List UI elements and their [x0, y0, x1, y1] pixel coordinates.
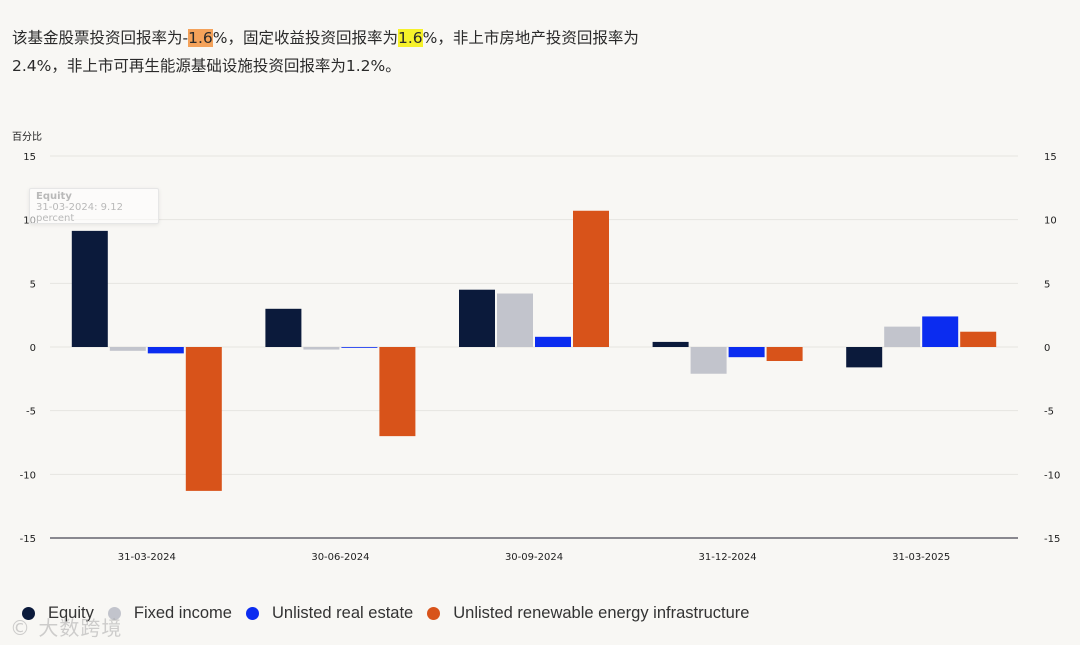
bar [147, 347, 184, 354]
y-tick-label-right: -10 [1044, 470, 1060, 481]
legend-label: Unlisted real estate [271, 604, 414, 622]
bar-chart: 151510105500-5-5-10-10-15-1531-03-202430… [20, 152, 1061, 560]
bar [109, 347, 146, 351]
bar [573, 210, 609, 347]
bar [497, 293, 533, 347]
legend-dot-icon [427, 607, 441, 620]
y-tick-label-left: 15 [23, 152, 36, 163]
bar [535, 336, 571, 347]
bar [884, 326, 921, 347]
bar [459, 289, 495, 347]
tooltip-text: 31-03-2024: 9.12 percent [36, 202, 123, 224]
watermark: © 大数跨境 [10, 616, 123, 640]
legend-dot-icon [245, 607, 259, 620]
legend-dot-icon [107, 607, 121, 620]
y-tick-label-right: 15 [1044, 152, 1057, 163]
legend-item-fixed-income[interactable]: Fixed income [107, 604, 232, 623]
bar [690, 347, 727, 374]
x-tick-label: 31-03-2025 [892, 552, 950, 560]
x-tick-label: 31-12-2024 [699, 552, 757, 560]
bar [341, 347, 378, 348]
y-tick-label-left: 0 [30, 343, 36, 354]
y-tick-label-right: 10 [1044, 216, 1057, 227]
bar [71, 230, 108, 347]
bar [265, 308, 302, 347]
bar [303, 347, 340, 350]
y-tick-label-left: 5 [30, 279, 36, 290]
chart-legend: Equity Fixed income Unlisted real estate… [22, 604, 763, 623]
legend-label: Fixed income [133, 604, 232, 622]
x-tick-label: 30-09-2024 [505, 552, 563, 560]
bar [766, 347, 803, 362]
legend-item-unlisted-real-estate[interactable]: Unlisted real estate [245, 604, 414, 623]
bar [846, 347, 883, 368]
chart-tooltip: Equity 31-03-2024: 9.12 percent [29, 188, 159, 224]
y-tick-label-right: -15 [1044, 534, 1060, 545]
bar [960, 331, 997, 347]
y-tick-label-left: -5 [26, 407, 36, 418]
x-tick-label: 30-06-2024 [311, 552, 369, 560]
y-tick-label-left: -15 [20, 534, 36, 545]
legend-item-equity[interactable]: Equity [22, 604, 94, 623]
bar [728, 347, 765, 358]
y-axis-unit-label: 百分比 [12, 132, 42, 143]
y-tick-label-right: 5 [1044, 279, 1050, 290]
legend-label: Unlisted renewable energy infrastructure [453, 604, 750, 622]
tooltip-title: Equity [36, 191, 72, 202]
bar [185, 347, 222, 491]
legend-label: Equity [48, 604, 94, 622]
summary-part2: %，固定收益投资回报率为 [212, 29, 398, 47]
highlight-fixed-income-value: 1.6 [398, 29, 423, 47]
summary-text: 该基金股票投资回报率为-1.6%，固定收益投资回报率为1.6%，非上市房地产投资… [12, 24, 672, 80]
x-tick-label: 31-03-2024 [118, 552, 176, 560]
bar [652, 341, 689, 347]
highlight-equity-value: 1.6 [188, 29, 213, 47]
legend-dot-icon [22, 607, 35, 620]
legend-item-unlisted-renewable[interactable]: Unlisted renewable energy infrastructure [427, 604, 749, 623]
summary-part3: %，非上市房地产投资回报率为2.4%，非上市可再生能源基础设施投资回报率为1.2… [12, 29, 639, 75]
y-tick-label-left: -10 [20, 470, 36, 481]
bar [922, 316, 959, 347]
y-tick-label-right: 0 [1044, 343, 1050, 354]
y-tick-label-right: -5 [1044, 407, 1054, 418]
bar [379, 347, 416, 437]
summary-part1: 该基金股票投资回报率为- [12, 29, 189, 47]
